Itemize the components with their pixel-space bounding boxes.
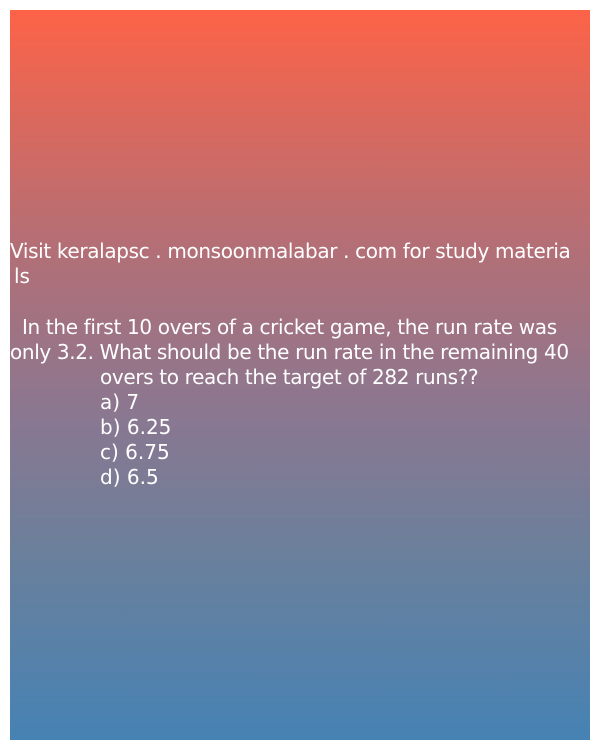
question-text: In the first 10 overs of a cricket game,…: [10, 315, 590, 390]
promo-line-2: ls: [14, 264, 30, 288]
option-c: c) 6.75: [100, 440, 170, 464]
question-line-3: overs to reach the target of 282 runs??: [100, 365, 479, 389]
promo-text: Visit keralapsc . monsoonmalabar . com f…: [10, 239, 590, 289]
question-line-1: In the first 10 overs of a cricket game,…: [22, 315, 557, 339]
option-b: b) 6.25: [100, 415, 172, 439]
option-d: d) 6.5: [100, 465, 159, 489]
answer-options: a) 7 b) 6.25 c) 6.75 d) 6.5: [100, 390, 171, 490]
promo-line-1: Visit keralapsc . monsoonmalabar . com f…: [10, 239, 571, 263]
option-a: a) 7: [100, 390, 140, 414]
question-line-2: only 3.2. What should be the run rate in…: [10, 340, 569, 364]
question-card: Visit keralapsc . monsoonmalabar . com f…: [10, 10, 590, 740]
